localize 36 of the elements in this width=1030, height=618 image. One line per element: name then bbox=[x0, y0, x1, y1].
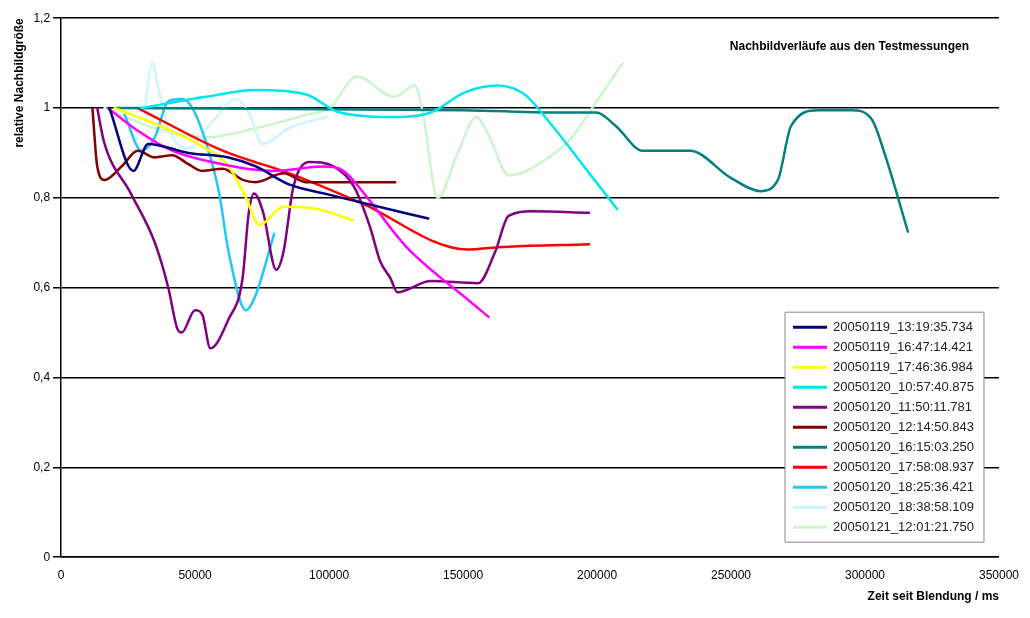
y-tick-label: 0,4 bbox=[33, 369, 51, 384]
y-tick-label: 0,2 bbox=[33, 459, 51, 474]
y-tick-label: 0 bbox=[43, 549, 51, 564]
x-tick-label: 100000 bbox=[309, 567, 350, 582]
legend-label: 20050119_16:47:14.421 bbox=[833, 338, 974, 354]
x-tick-label: 350000 bbox=[978, 567, 1020, 582]
legend-label: 20050121_12:01:21.750 bbox=[833, 518, 974, 534]
x-tick-label: 200000 bbox=[577, 567, 618, 582]
legend-label: 20050120_18:25:36.421 bbox=[833, 478, 974, 494]
x-tick-label: 300000 bbox=[844, 567, 886, 582]
line-series bbox=[140, 84, 619, 211]
x-tick-label: 0 bbox=[57, 567, 65, 582]
x-tick-label: 150000 bbox=[443, 567, 484, 582]
line-series bbox=[106, 106, 490, 319]
line-series bbox=[103, 61, 624, 200]
y-tick-label: 0,6 bbox=[33, 280, 51, 295]
x-tick-label: 50000 bbox=[178, 567, 213, 582]
line-series bbox=[113, 106, 355, 227]
y-tick-label: 1 bbox=[43, 100, 51, 115]
text: Nachbildverläufe aus den Testmessungen bbox=[729, 38, 969, 53]
legend-label: 20050119_17:46:36.984 bbox=[833, 358, 974, 374]
x-axis-title: Zeit seit Blendung / ms bbox=[867, 589, 1000, 604]
line-series bbox=[108, 106, 430, 220]
line-series bbox=[96, 106, 591, 350]
x-tick-label: 250000 bbox=[710, 567, 752, 582]
legend-label: 20050120_10:57:40.875 bbox=[833, 378, 974, 394]
legend-label: 20050120_11:50:11.781 bbox=[833, 398, 973, 414]
legend-label: 20050120_17:58:08.937 bbox=[833, 458, 974, 474]
line-series bbox=[91, 106, 397, 184]
legend-label: 20050120_16:15:03.250 bbox=[833, 438, 974, 454]
legend-label: 20050120_12:14:50.843 bbox=[833, 418, 974, 434]
y-tick-label: 0,8 bbox=[33, 190, 51, 205]
legend-label: 20050120_18:38:58.109 bbox=[833, 498, 974, 514]
legend-label: 20050119_13:19:35.734 bbox=[833, 318, 974, 334]
y-tick-label: 1,2 bbox=[33, 10, 51, 25]
y-axis-title: relative Nachbildgröße bbox=[11, 17, 26, 148]
